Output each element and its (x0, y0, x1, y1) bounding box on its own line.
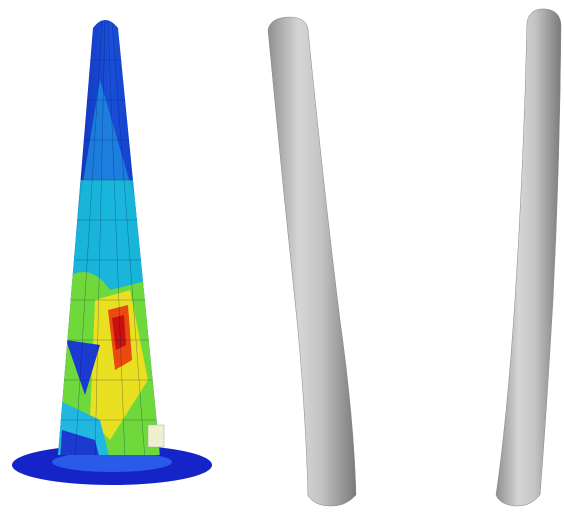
tube (268, 17, 356, 506)
scene (0, 0, 564, 519)
tube (496, 9, 561, 506)
load-marker (148, 425, 164, 447)
fea-cone (40, 10, 180, 470)
page: (() => { const data = JSON.parse(documen… (0, 0, 564, 519)
